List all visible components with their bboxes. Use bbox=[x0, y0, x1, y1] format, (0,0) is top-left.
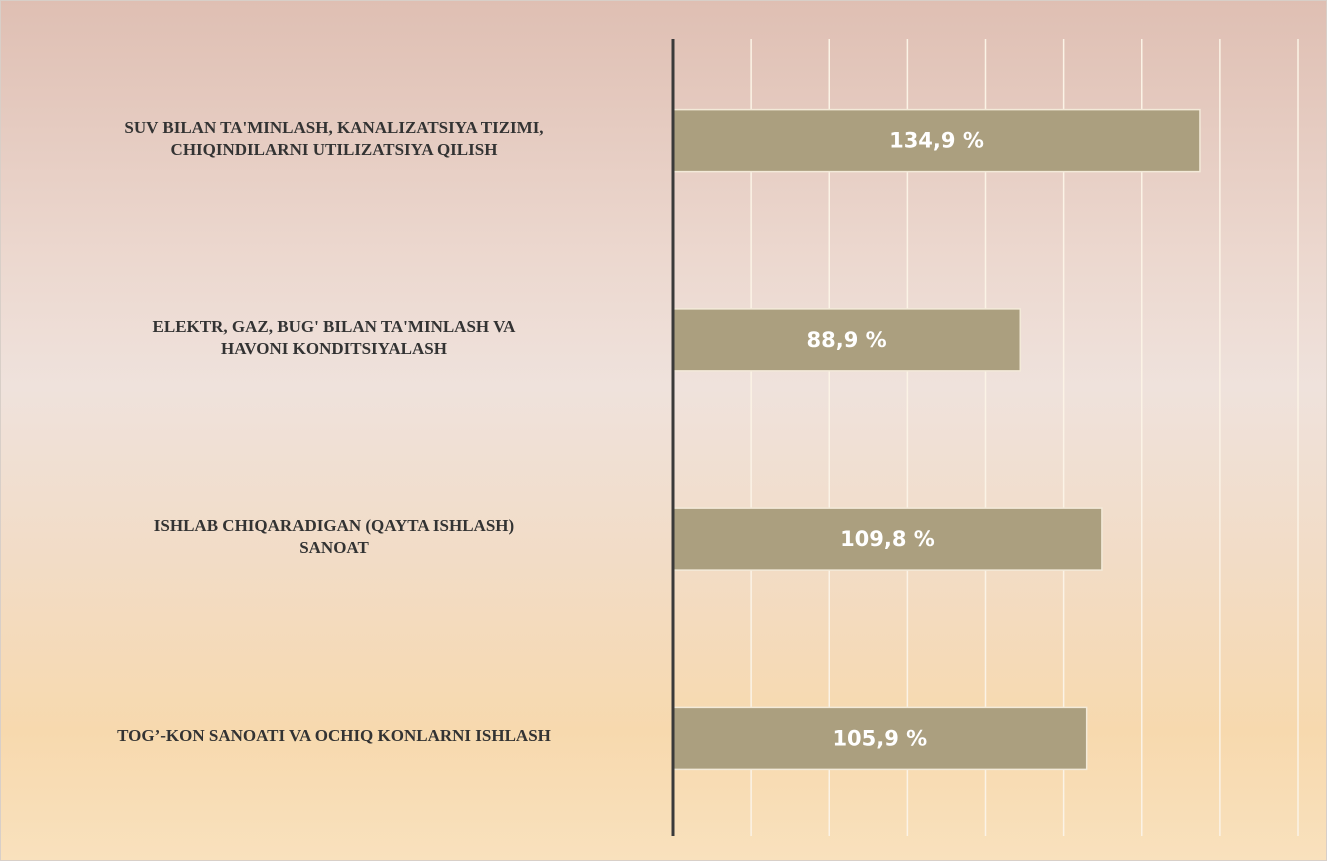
bar bbox=[672, 308, 1022, 372]
category-label: SUV BILAN TA'MINLASH, KANALIZATSIYA TIZI… bbox=[124, 117, 544, 159]
value-label: 88,9 % bbox=[807, 328, 887, 352]
bar bbox=[672, 507, 1103, 571]
category-label: TOG’-KON SANOATI VA OCHIQ KONLARNI ISHLA… bbox=[117, 726, 551, 746]
value-label: 105,9 % bbox=[832, 726, 927, 750]
category-label: ISHLAB CHIQARADIGAN (QAYTA ISHLASH) SANO… bbox=[153, 516, 515, 558]
category-label: ELEKTR, GAZ, BUG' BILAN TA'MINLASH VA HA… bbox=[152, 316, 516, 358]
bar bbox=[672, 706, 1088, 771]
value-label: 134,9 % bbox=[889, 129, 984, 153]
value-label: 109,8 % bbox=[840, 527, 935, 551]
